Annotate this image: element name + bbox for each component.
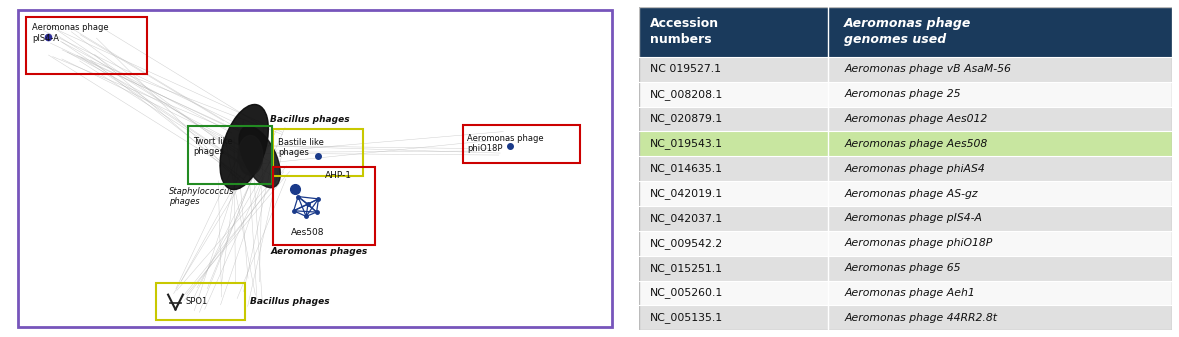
Bar (639, 206, 1172, 231)
Bar (26, 17, 147, 74)
Text: Bacillus phages: Bacillus phages (270, 115, 350, 124)
Bar (639, 181, 1172, 206)
Text: Bacillus phages: Bacillus phages (250, 297, 330, 306)
Text: NC_005260.1: NC_005260.1 (650, 287, 723, 299)
Text: AHP-1: AHP-1 (324, 171, 351, 180)
Text: Twort like: Twort like (193, 137, 232, 146)
Bar (639, 7, 1172, 57)
Text: phages: phages (193, 147, 224, 156)
Text: NC_015251.1: NC_015251.1 (650, 263, 723, 274)
Bar (462, 125, 580, 162)
Text: Aeromonas phage: Aeromonas phage (32, 23, 108, 32)
Bar (274, 166, 375, 245)
Text: NC_005135.1: NC_005135.1 (650, 312, 723, 323)
Text: Aeromonas phage
genomes used: Aeromonas phage genomes used (844, 17, 971, 46)
Text: Aeromonas phage pIS4-A: Aeromonas phage pIS4-A (844, 213, 982, 223)
Bar (639, 156, 1172, 181)
Text: NC_020879.1: NC_020879.1 (650, 114, 723, 124)
Text: Aeromonas phages: Aeromonas phages (270, 247, 368, 256)
Bar (639, 305, 1172, 330)
Text: Aeromonas phage: Aeromonas phage (467, 134, 544, 143)
Text: Aeromonas phage Aes508: Aeromonas phage Aes508 (844, 139, 988, 149)
Text: Aeromonas phage phiAS4: Aeromonas phage phiAS4 (844, 164, 984, 174)
Bar (274, 128, 363, 177)
Text: Aeromonas phage vB AsaM-56: Aeromonas phage vB AsaM-56 (844, 64, 1012, 74)
Text: phages: phages (169, 196, 199, 206)
Text: Staphylococcus: Staphylococcus (169, 187, 235, 196)
Text: NC_014635.1: NC_014635.1 (650, 163, 723, 174)
Ellipse shape (238, 135, 263, 175)
Text: pIS4-A: pIS4-A (32, 34, 59, 43)
Text: NC_042019.1: NC_042019.1 (650, 188, 723, 199)
Ellipse shape (239, 126, 281, 188)
Text: Aeromonas phage Aes012: Aeromonas phage Aes012 (844, 114, 988, 124)
Bar (189, 126, 272, 184)
Text: Bastile like: Bastile like (278, 138, 324, 147)
Text: Aeromonas phage AS-gz: Aeromonas phage AS-gz (844, 189, 977, 198)
Text: NC_008208.1: NC_008208.1 (650, 89, 723, 100)
Text: NC_019543.1: NC_019543.1 (650, 139, 723, 149)
Text: SPO1: SPO1 (185, 297, 208, 306)
Bar (639, 57, 1172, 82)
Text: Aeromonas phage 44RR2.8t: Aeromonas phage 44RR2.8t (844, 313, 997, 323)
Text: Aeromonas phage 25: Aeromonas phage 25 (844, 89, 961, 99)
Bar (639, 106, 1172, 131)
Text: NC_009542.2: NC_009542.2 (650, 238, 723, 249)
Bar (639, 131, 1172, 156)
Bar (639, 82, 1172, 106)
Text: Aeromonas phage 65: Aeromonas phage 65 (844, 263, 961, 273)
Text: phiO18P: phiO18P (467, 144, 502, 153)
Ellipse shape (220, 104, 269, 190)
Text: Aeromonas phage phiO18P: Aeromonas phage phiO18P (844, 238, 993, 248)
Bar (639, 281, 1172, 305)
Text: Accession
numbers: Accession numbers (650, 17, 719, 46)
Bar (156, 283, 245, 320)
Bar (639, 256, 1172, 281)
Text: NC 019527.1: NC 019527.1 (650, 64, 720, 74)
Text: NC_042037.1: NC_042037.1 (650, 213, 723, 224)
Text: phages: phages (278, 148, 309, 157)
Text: Aeromonas phage Aeh1: Aeromonas phage Aeh1 (844, 288, 975, 298)
Text: Aes508: Aes508 (290, 228, 324, 237)
Bar (639, 231, 1172, 256)
